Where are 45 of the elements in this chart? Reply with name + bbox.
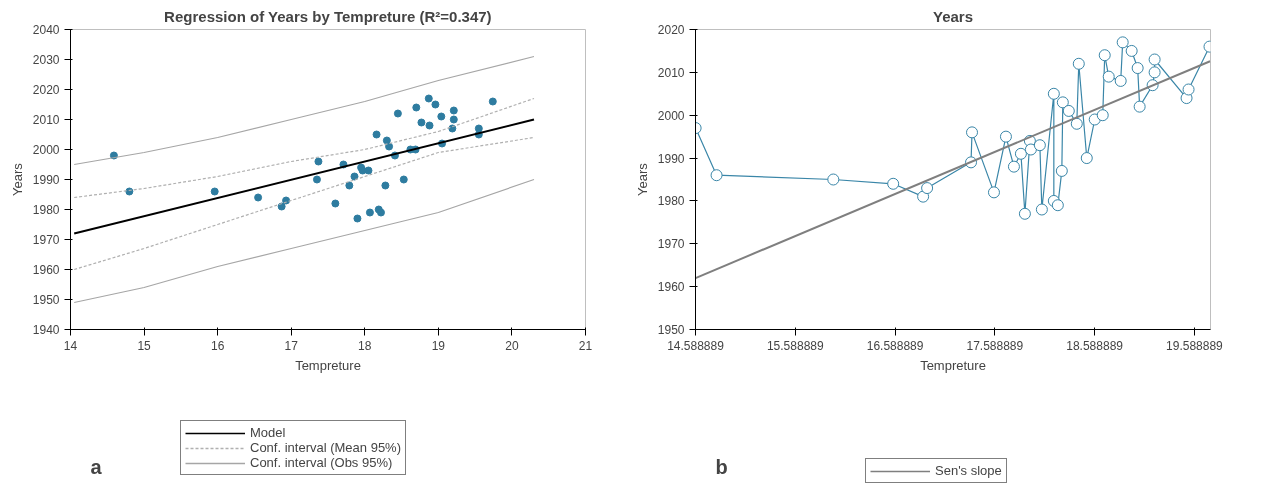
y-axis-title: Years: [634, 162, 650, 196]
chart-title: Years: [932, 7, 974, 25]
x-tick-label: 21: [578, 338, 593, 353]
y-tick-label: 2020: [657, 23, 685, 37]
y-axis-title: Years: [9, 162, 25, 196]
x-tick-label: 18: [358, 338, 372, 353]
legend-label: Sen's slope: [935, 463, 1002, 478]
text: a: [90, 455, 103, 478]
x-tick-label: 16: [210, 338, 225, 353]
y-tick-label: 1990: [657, 151, 685, 166]
y-tick-label: 1960: [32, 263, 60, 277]
legend-label: Conf. interval (Obs 95%): [250, 455, 393, 470]
y-tick-label: 1990: [32, 173, 60, 187]
x-tick-label: 20: [505, 338, 519, 353]
text: b: [715, 455, 728, 478]
y-tick-label: 2010: [657, 65, 685, 80]
x-tick-label: 19: [431, 338, 446, 353]
y-tick-label: 1970: [32, 233, 60, 247]
x-axis-title: Tempreture: [295, 357, 361, 373]
legend-label: Model: [250, 425, 286, 440]
y-tick-label: 1970: [657, 237, 685, 252]
y-tick-label: 1950: [657, 323, 685, 337]
y-tick-label: 1980: [32, 203, 60, 217]
x-tick-label: 15: [137, 338, 152, 353]
x-tick-label: 18.588889: [1066, 338, 1124, 353]
x-tick-label: 14.588889: [667, 338, 725, 353]
x-axis-title: Tempreture: [920, 357, 986, 373]
y-tick-label: 2020: [32, 83, 60, 97]
y-tick-label: 1950: [32, 293, 60, 307]
y-tick-label: 1940: [32, 323, 60, 337]
x-tick-label: 17.588889: [966, 338, 1024, 353]
y-tick-label: 2010: [32, 113, 60, 127]
x-tick-label: 19.588889: [1166, 338, 1224, 353]
chart-title: Regression of Years by Tempreture (R²=0.347): [164, 7, 492, 25]
y-tick-label: 1960: [657, 280, 685, 295]
x-tick-label: 14: [63, 338, 78, 353]
legend-label: Conf. interval (Mean 95%): [250, 440, 402, 455]
y-tick-label: 2040: [32, 23, 60, 37]
y-tick-label: 2000: [657, 108, 685, 123]
y-tick-label: 1980: [657, 194, 685, 209]
x-tick-label: 17: [284, 338, 299, 353]
y-tick-label: 2030: [32, 53, 60, 67]
x-tick-label: 16.588889: [866, 338, 924, 353]
y-tick-label: 2000: [32, 143, 60, 157]
x-tick-label: 15.588889: [766, 338, 824, 353]
